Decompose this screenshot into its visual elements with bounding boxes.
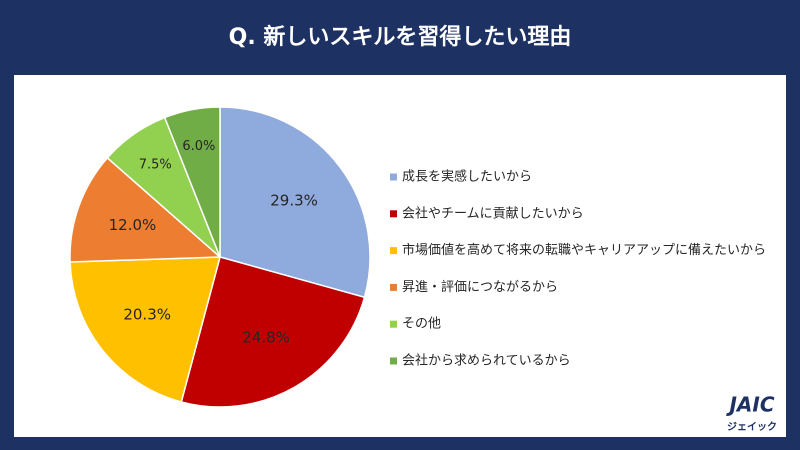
data-label: 6.0% [182, 139, 215, 154]
legend-label: その他 [402, 317, 441, 332]
legend-swatch [390, 210, 397, 218]
legend-swatch [390, 173, 397, 181]
pie-slice [163, 106, 221, 258]
legend-swatch [390, 357, 397, 365]
legend-swatch [390, 247, 397, 255]
data-label: 29.3% [270, 191, 318, 209]
legend-swatch [390, 320, 397, 328]
legend-swatch [390, 283, 397, 291]
logo-kana: ジェイック [727, 421, 777, 433]
pie-slice [180, 256, 366, 408]
logo-name: JAIC [725, 393, 774, 417]
legend-label: 昇進・評価につながるから [402, 280, 558, 295]
pie-slice [69, 156, 222, 263]
pie-slice [69, 256, 221, 403]
data-label: 12.0% [109, 216, 157, 234]
legend-label: 会社やチームに貢献したいから [402, 205, 584, 221]
legend-label: 成長を実感したいから [402, 169, 532, 185]
pie-slice [219, 106, 371, 299]
data-label: 20.3% [123, 305, 171, 323]
legend-label: 市場価値を高めて将来の転職やキャリアアップに備えたいから [402, 242, 766, 258]
chart-title: Q. 新しいスキルを習得したい理由 [229, 24, 572, 50]
data-label: 24.8% [242, 328, 290, 346]
data-label: 7.5% [139, 157, 172, 172]
legend-label: 会社から求められているから [402, 353, 571, 369]
